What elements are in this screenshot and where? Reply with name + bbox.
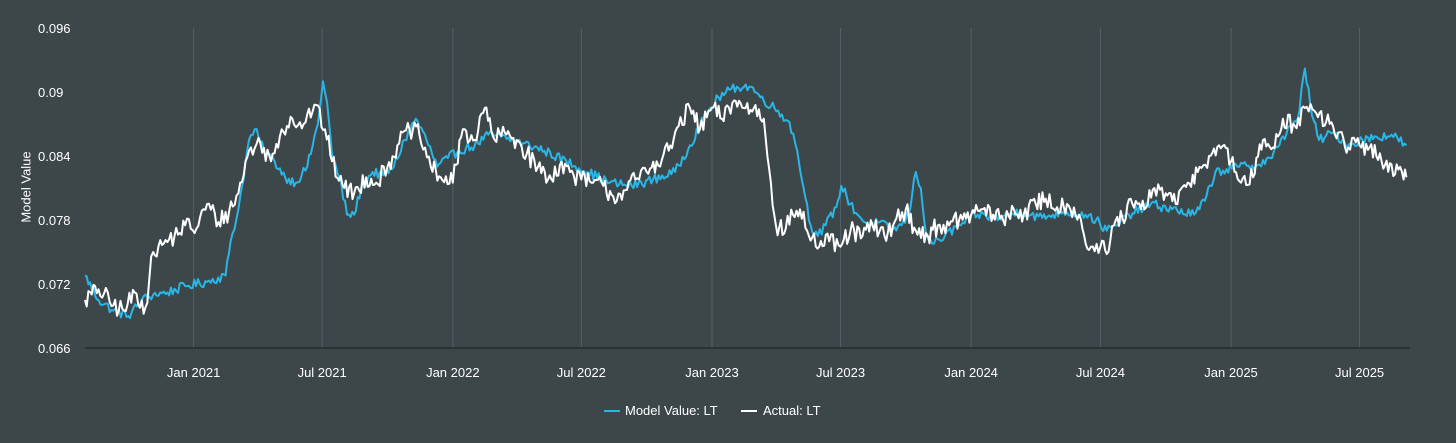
series-line-actual[interactable] — [84, 99, 1408, 317]
grid-lines — [193, 28, 1361, 348]
x-tick-label: Jan 2024 — [944, 365, 998, 380]
series-lines — [84, 67, 1408, 320]
x-tick-label: Jan 2023 — [685, 365, 739, 380]
y-tick-label: 0.084 — [38, 149, 71, 164]
y-tick-label: 0.078 — [38, 213, 71, 228]
y-axis-ticks: 0.066 0.072 0.078 0.084 0.09 0.096 — [38, 21, 71, 356]
y-tick-label: 0.066 — [38, 341, 71, 356]
x-tick-label: Jul 2024 — [1076, 365, 1125, 380]
x-tick-label: Jul 2023 — [816, 365, 865, 380]
x-tick-label: Jan 2022 — [426, 365, 480, 380]
x-tick-label: Jul 2022 — [557, 365, 606, 380]
legend[interactable]: Model Value: LT Actual: LT — [604, 403, 821, 418]
y-tick-label: 0.096 — [38, 21, 71, 36]
legend-label-model-value: Model Value: LT — [625, 403, 718, 418]
x-tick-label: Jan 2025 — [1204, 365, 1258, 380]
x-tick-label: Jan 2021 — [167, 365, 221, 380]
y-tick-label: 0.072 — [38, 277, 71, 292]
x-tick-label: Jul 2025 — [1335, 365, 1384, 380]
legend-item-model-value[interactable]: Model Value: LT — [604, 403, 718, 418]
series-line-model-value[interactable] — [84, 67, 1408, 320]
x-tick-label: Jul 2021 — [298, 365, 347, 380]
legend-item-actual[interactable]: Actual: LT — [741, 403, 821, 418]
y-axis-label: Model Value — [18, 151, 33, 222]
y-tick-label: 0.09 — [38, 85, 63, 100]
legend-label-actual: Actual: LT — [763, 403, 821, 418]
x-axis-ticks: Jan 2021 Jul 2021 Jan 2022 Jul 2022 Jan 2023… — [167, 365, 1384, 380]
